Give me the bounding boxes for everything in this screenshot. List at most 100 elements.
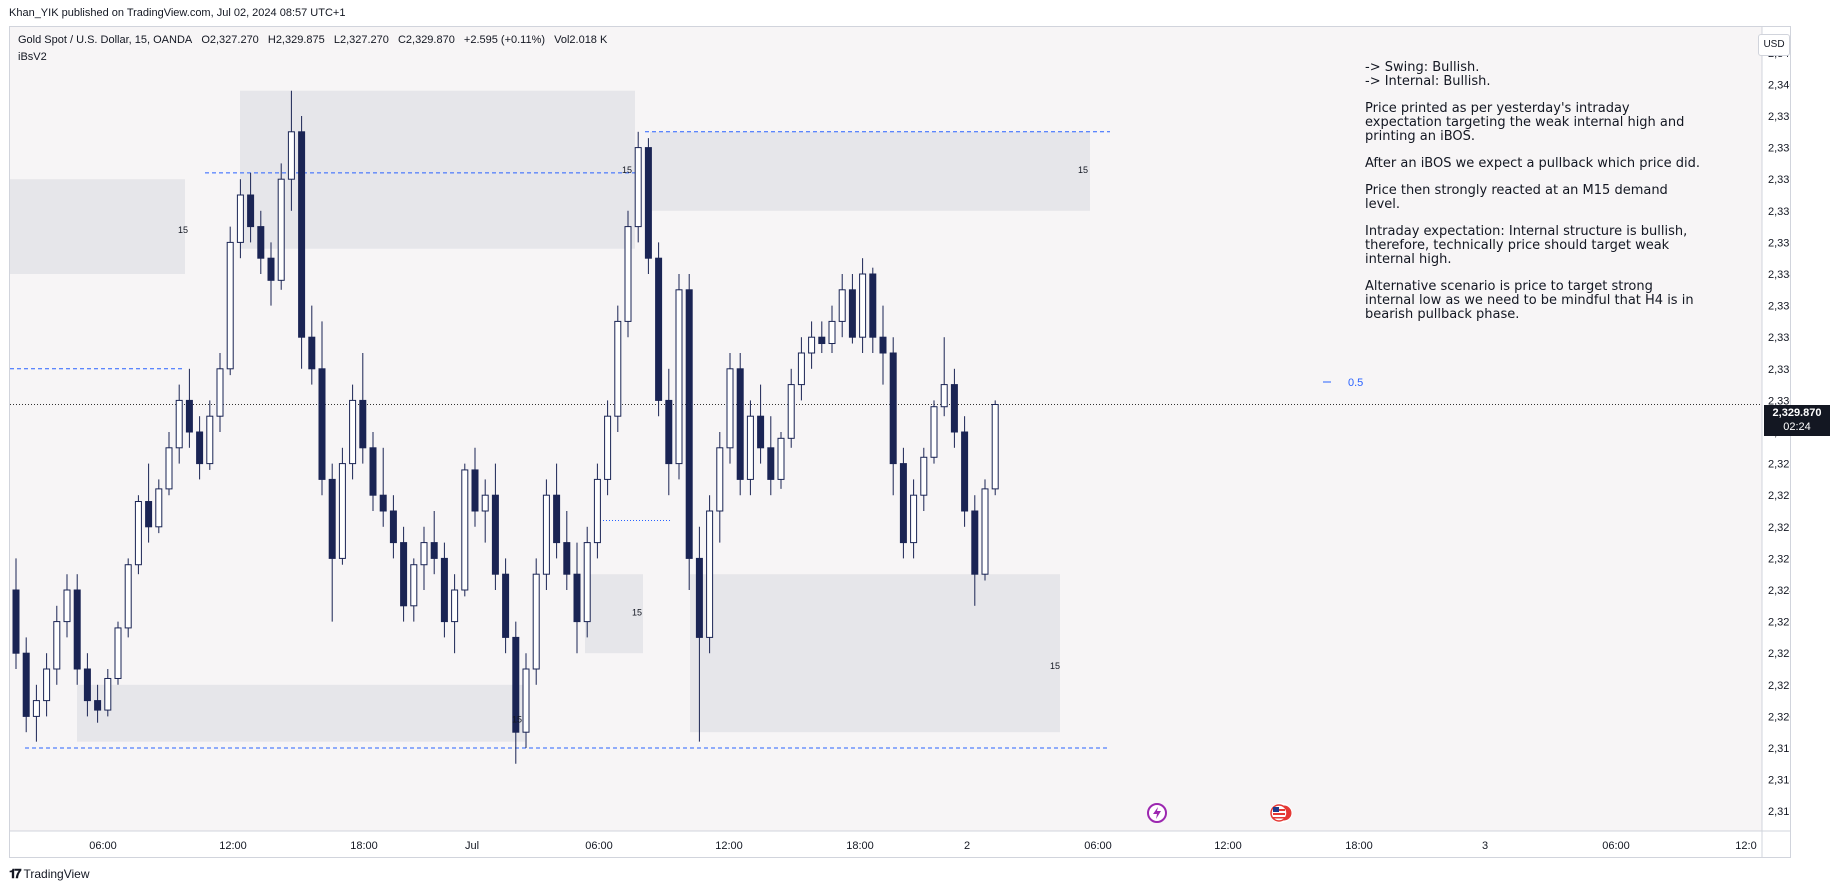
chart-frame[interactable]: 15 15 15 15 15 15 2,317.000 2,318.000 2,319.000…	[9, 26, 1830, 858]
candle[interactable]	[522, 653, 530, 748]
candle[interactable]	[797, 337, 805, 401]
legend-symbol[interactable]: Gold Spot / U.S. Dollar, 15, OANDA	[18, 34, 193, 46]
chart-legend[interactable]: Gold Spot / U.S. Dollar, 15, OANDA O2,32…	[18, 34, 613, 46]
candle[interactable]	[644, 138, 652, 274]
candle[interactable]	[848, 274, 856, 344]
candle[interactable]	[757, 384, 765, 464]
price-chart[interactable]: 15 15 15 15 15 15 2,317.000 2,318.000 2,319.000…	[10, 27, 1790, 857]
candle[interactable]	[685, 274, 693, 590]
candle[interactable]	[83, 653, 91, 717]
candle[interactable]	[787, 368, 795, 448]
candle[interactable]	[12, 558, 20, 669]
candle[interactable]	[716, 432, 724, 543]
candle[interactable]	[196, 416, 204, 480]
candle[interactable]	[614, 305, 622, 432]
candle[interactable]	[583, 526, 591, 638]
candle[interactable]	[481, 479, 489, 543]
candle[interactable]	[512, 621, 520, 764]
candle[interactable]	[940, 337, 948, 417]
candle[interactable]	[22, 637, 30, 733]
candle[interactable]	[165, 432, 173, 496]
candle[interactable]	[950, 368, 958, 448]
candle[interactable]	[338, 447, 346, 565]
currency-button[interactable]: USD	[1758, 34, 1790, 56]
lightning-event-icon[interactable]	[1147, 803, 1167, 823]
candle[interactable]	[502, 558, 510, 654]
candle[interactable]	[287, 90, 295, 211]
candle[interactable]	[257, 210, 265, 274]
candle[interactable]	[379, 447, 387, 527]
candle[interactable]	[859, 258, 867, 353]
candle[interactable]	[298, 116, 306, 369]
candle[interactable]	[124, 558, 132, 638]
candle[interactable]	[910, 479, 918, 559]
candle[interactable]	[63, 574, 71, 638]
candle[interactable]	[818, 321, 826, 353]
candle[interactable]	[869, 267, 877, 353]
candle[interactable]	[746, 400, 754, 496]
us-flag-event-icon[interactable]	[1270, 803, 1293, 823]
candle[interactable]	[104, 669, 112, 717]
candle[interactable]	[961, 416, 969, 527]
candle[interactable]	[32, 684, 40, 742]
candle[interactable]	[328, 463, 336, 622]
candle[interactable]	[777, 432, 785, 489]
candle[interactable]	[451, 574, 459, 654]
candle[interactable]	[808, 321, 816, 369]
candle[interactable]	[889, 337, 897, 496]
candle[interactable]	[695, 526, 703, 742]
candle[interactable]	[879, 305, 887, 385]
candle[interactable]	[838, 274, 846, 338]
candle[interactable]	[899, 447, 907, 559]
candle[interactable]	[114, 621, 122, 685]
candle[interactable]	[226, 226, 234, 376]
candle[interactable]	[389, 495, 397, 559]
candle[interactable]	[185, 368, 193, 448]
candle[interactable]	[155, 479, 163, 534]
candle[interactable]	[216, 353, 224, 432]
candle[interactable]	[706, 495, 714, 654]
candle[interactable]	[634, 131, 642, 243]
supply-demand-zone[interactable]	[240, 90, 635, 249]
candle[interactable]	[349, 384, 357, 480]
candle[interactable]	[675, 274, 683, 480]
candle[interactable]	[471, 447, 479, 527]
candle[interactable]	[461, 463, 469, 597]
candle[interactable]	[991, 400, 999, 496]
supply-demand-zone[interactable]	[585, 574, 643, 654]
candle[interactable]	[971, 495, 979, 606]
candle[interactable]	[532, 558, 540, 685]
supply-demand-zone[interactable]	[77, 684, 525, 742]
candle[interactable]	[981, 479, 989, 581]
candle[interactable]	[573, 542, 581, 654]
candle[interactable]	[318, 321, 326, 496]
candle[interactable]	[491, 463, 499, 590]
candle[interactable]	[828, 305, 836, 353]
candle[interactable]	[553, 463, 561, 559]
candle[interactable]	[236, 179, 244, 259]
candle[interactable]	[73, 574, 81, 685]
candle[interactable]	[726, 353, 734, 464]
candle[interactable]	[563, 511, 571, 590]
candle[interactable]	[94, 684, 102, 723]
candle[interactable]	[624, 210, 632, 338]
candle[interactable]	[277, 163, 285, 290]
candle[interactable]	[430, 511, 438, 575]
candle[interactable]	[247, 172, 255, 243]
candle[interactable]	[359, 353, 367, 464]
candle[interactable]	[400, 526, 408, 622]
indicator-label[interactable]: iBsV2	[18, 51, 47, 63]
candle[interactable]	[930, 400, 938, 464]
supply-demand-zone[interactable]	[10, 179, 185, 274]
tradingview-logo[interactable]: 𝟏𝟕 TradingView	[9, 866, 90, 882]
candle[interactable]	[308, 305, 316, 385]
candle[interactable]	[175, 384, 183, 464]
candle[interactable]	[440, 542, 448, 638]
candle[interactable]	[542, 479, 550, 590]
candle[interactable]	[43, 653, 51, 717]
candle[interactable]	[420, 526, 428, 590]
candle[interactable]	[206, 400, 214, 470]
candle[interactable]	[767, 416, 775, 496]
candle[interactable]	[655, 242, 663, 417]
candle[interactable]	[267, 242, 275, 306]
